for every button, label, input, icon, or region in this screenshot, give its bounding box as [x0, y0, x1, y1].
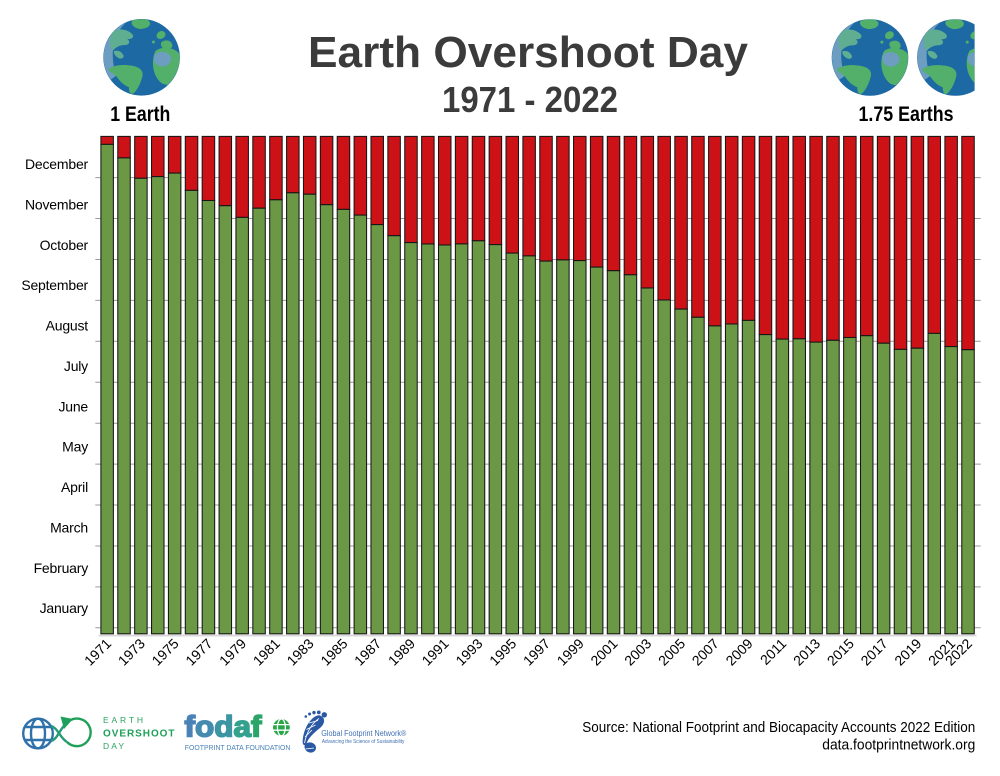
svg-text:December: December: [25, 156, 89, 172]
svg-text:OVERSHOOT: OVERSHOOT: [103, 729, 175, 740]
svg-text:February: February: [34, 560, 89, 576]
svg-text:May: May: [62, 439, 88, 455]
svg-text:June: June: [58, 398, 88, 414]
svg-text:Source: National Footprint and: Source: National Footprint and Biocapaci…: [582, 719, 975, 736]
svg-text:March: March: [50, 519, 88, 535]
svg-text:July: July: [64, 358, 88, 374]
svg-text:September: September: [21, 277, 88, 293]
svg-text:April: April: [61, 479, 88, 495]
svg-text:1 Earth: 1 Earth: [110, 103, 170, 126]
svg-text:EARTH: EARTH: [103, 715, 143, 725]
svg-text:fodaf: fodaf: [185, 710, 263, 743]
svg-text:DAY: DAY: [103, 741, 124, 751]
svg-text:October: October: [40, 237, 89, 253]
svg-text:1.75 Earths: 1.75 Earths: [859, 103, 954, 126]
svg-text:January: January: [40, 600, 89, 616]
svg-text:November: November: [25, 196, 89, 212]
svg-text:FOOTPRINT DATA FOUNDATION: FOOTPRINT DATA FOUNDATION: [185, 743, 291, 752]
svg-text:Global Footprint Network®: Global Footprint Network®: [321, 728, 407, 738]
svg-text:August: August: [46, 318, 89, 334]
svg-text:Advancing the Science of Susta: Advancing the Science of Sustainability: [322, 739, 405, 745]
svg-text:data.footprintnetwork.org: data.footprintnetwork.org: [822, 737, 975, 754]
svg-text:Earth Overshoot Day: Earth Overshoot Day: [308, 28, 749, 77]
svg-text:1971 - 2022: 1971 - 2022: [442, 79, 618, 120]
